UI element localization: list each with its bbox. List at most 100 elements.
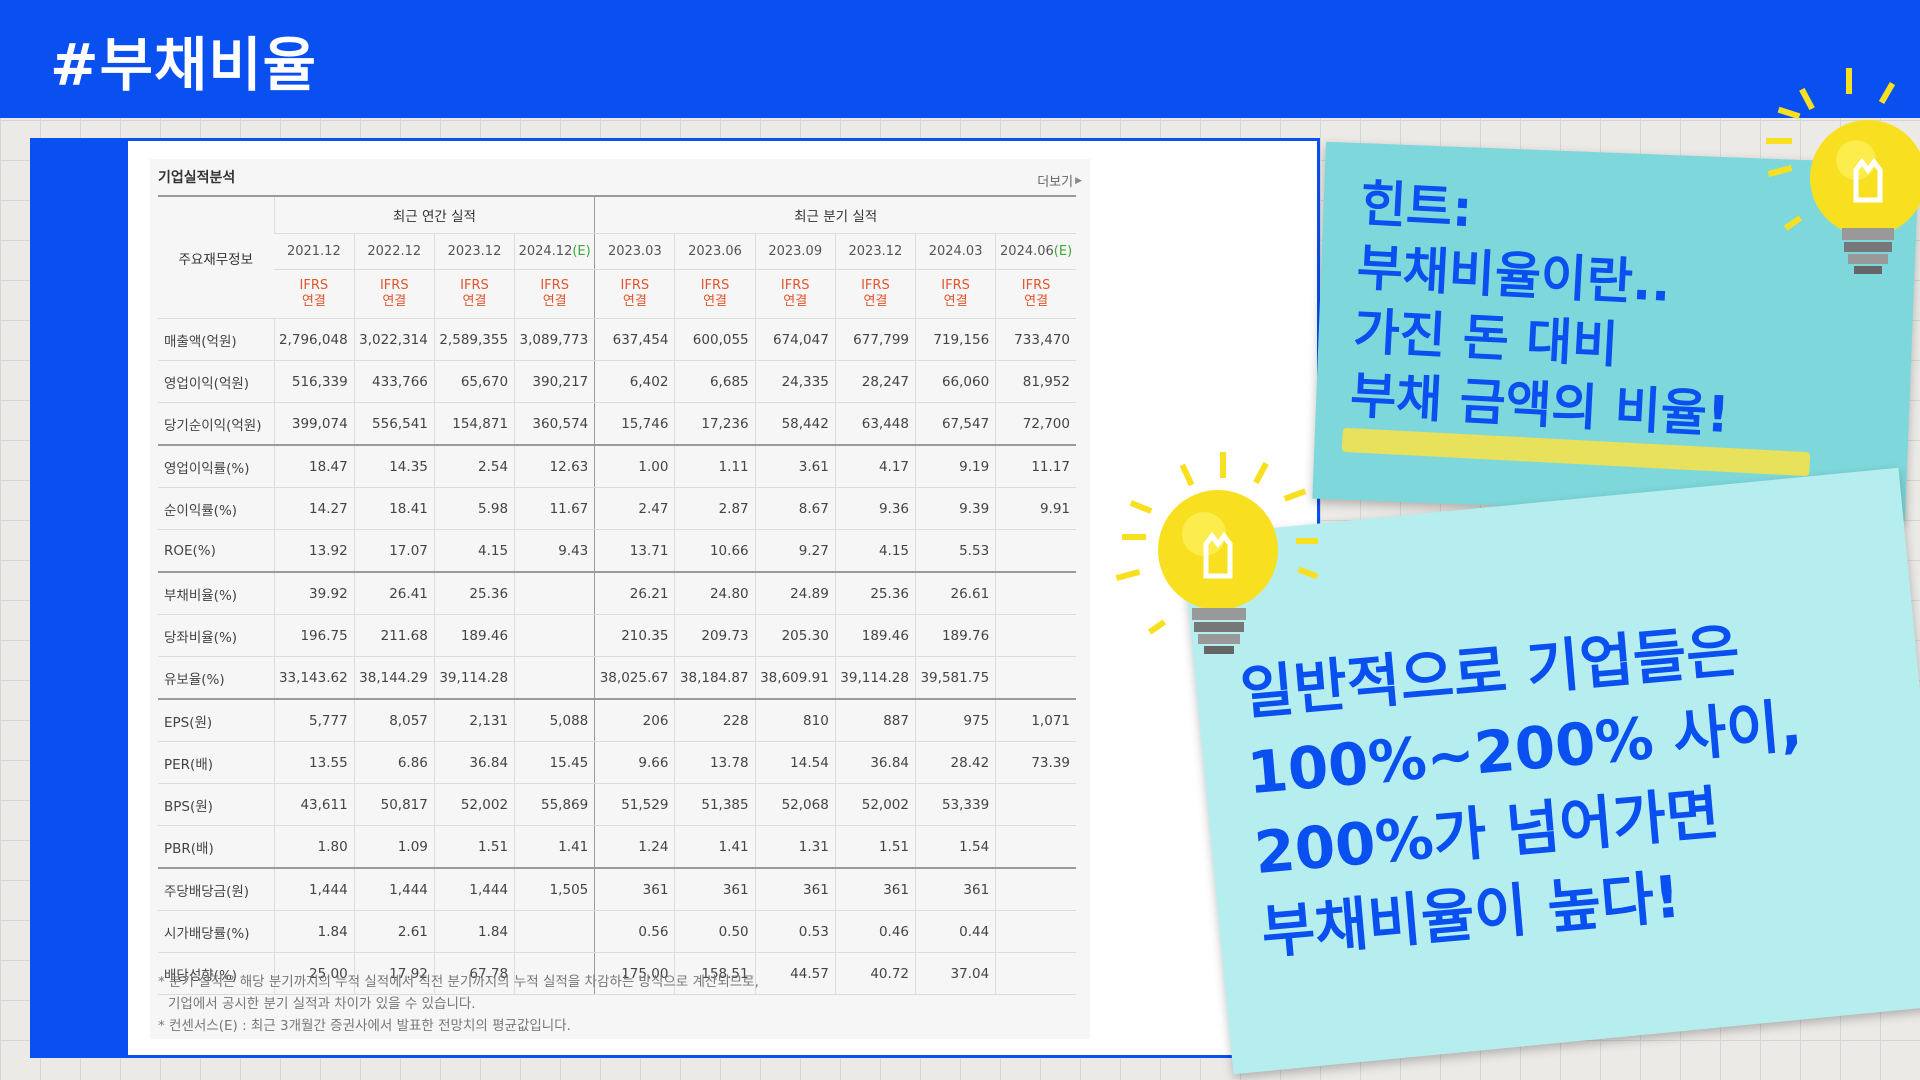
table-cell [995,783,1076,826]
table-row: PER(배) 13.55 6.86 36.84 15.45 9.66 13.78 14.54 3… [158,741,1076,784]
table-cell: 39.92 [273,571,355,615]
table-cell: 9.39 [914,487,996,530]
table-cell [995,529,1076,573]
table-cell: 390,217 [514,360,595,403]
accounting-line2: 연결 [301,294,326,309]
accounting-standard: IFRS 연결 [995,269,1076,319]
table-cell: 175.00 [594,952,675,995]
table-cell: 8.67 [754,487,836,530]
table-row: 배당성향(%) 25.00 17.92 67.78 175.00 158.51 44.57 4… [158,952,1076,995]
table-cell: 66,060 [914,360,996,403]
table-cell: 52,002 [834,783,916,826]
accounting-line2: 연결 [542,294,567,309]
table-cell: 28,247 [834,360,916,403]
table-cell: 38,144.29 [353,656,435,700]
period-header: 2023.06 [674,233,756,270]
table-cell: 3.61 [754,444,836,488]
row-label: 당좌비율(%) [158,614,274,657]
table-cell: 51,529 [594,783,675,826]
table-cell: 189.46 [433,614,515,657]
accounting-standard: IFRS 연결 [274,269,355,319]
main-message: 일반적으로 기업들은 100%~200% 사이, 200%가 넘어가면 부채비율… [1237,616,1805,967]
table-cell: 1.80 [273,825,355,869]
table-cell: 1.54 [914,825,996,869]
table-cell: 9.66 [594,741,675,784]
table-cell: 15,746 [594,402,675,446]
table-cell: 14.27 [273,487,355,530]
table-cell: 24,335 [754,360,836,403]
table-body: 매출액(억원) 2,796,048 3,022,314 2,589,355 3,089,… [158,318,1076,995]
table-cell: 25.00 [273,952,355,995]
chevron-right-icon: ▶ [1075,175,1082,186]
table-cell: 40.72 [834,952,916,995]
accounting-standard: IFRS 연결 [914,269,996,319]
estimate-mark: (E) [1053,244,1073,259]
estimate-mark: (E) [572,244,591,259]
table-cell: 73.39 [995,741,1076,784]
table-cell: 975 [914,698,996,742]
row-label: 부채비율(%) [158,571,274,615]
table-row: 매출액(억원) 2,796,048 3,022,314 2,589,355 3,089,… [158,318,1076,361]
table-cell: 189.76 [914,614,996,657]
table-cell: 38,184.87 [674,656,756,700]
table-cell: 210.35 [594,614,675,657]
table-cell: 361 [754,867,836,911]
accounting-header-row: IFRS 연결 IFRS 연결 IFRS 연결 IFRS 연결 IFRS 연결 IFRS 연결 IFRS… [158,269,1076,319]
accounting-line2: 연결 [783,294,808,309]
table-cell: 1.41 [514,825,595,869]
period-header: 2023.12 [433,233,515,270]
table-cell: 11.17 [995,444,1076,488]
row-label: 영업이익(억원) [158,360,274,403]
accounting-line1: IFRS [1021,278,1051,293]
table-cell: 1,071 [995,698,1076,742]
table-cell: 58,442 [754,402,836,446]
note-line: * 분기 실적은 해당 분기까지의 누적 실적에서 직전 분기까지의 누적 실적… [158,974,759,990]
table-cell: 38,609.91 [754,656,836,700]
table-cell: 52,068 [754,783,836,826]
table-cell: 67,547 [914,402,996,446]
table-cell: 67.78 [433,952,515,995]
period-header: 2024.12(E) [514,233,595,270]
table-cell: 2.87 [674,487,756,530]
row-label: 유보율(%) [158,656,274,700]
table-cell: 206 [594,698,675,742]
table-cell: 361 [674,867,756,911]
period-label: 2024.12 [518,244,573,259]
table-notes: * 분기 실적은 해당 분기까지의 누적 실적에서 직전 분기까지의 누적 실적… [158,971,759,1037]
screenshot-area: 기업실적분석 더보기 ▶ 주요재무정보 최근 연간 실적 최근 분기 실적 20… [128,141,1317,1055]
table-cell: 1.84 [273,910,355,953]
more-link[interactable]: 더보기 ▶ [1037,171,1082,190]
accounting-standard: IFRS 연결 [834,269,916,319]
table-cell: 12.63 [514,444,595,488]
table-cell: 39,114.28 [433,656,515,700]
accounting-line1: IFRS [460,278,489,293]
period-header: 2023.03 [594,233,675,270]
screenshot-frame: 기업실적분석 더보기 ▶ 주요재무정보 최근 연간 실적 최근 분기 실적 20… [30,138,1320,1058]
table-cell: 43,611 [273,783,355,826]
table-cell: 44.57 [754,952,836,995]
row-label: PBR(배) [158,825,274,869]
lightbulb-icon [1766,68,1920,274]
table-cell: 51,385 [674,783,756,826]
table-cell: 810 [754,698,836,742]
table-row: 당기순이익(억원) 399,074 556,541 154,871 360,574 15,… [158,402,1076,446]
period-header: 2023.12 [834,233,916,270]
period-header: 2024.03 [914,233,996,270]
table-cell: 1.09 [353,825,435,869]
table-cell: 1.41 [674,825,756,869]
table-cell: 18.47 [273,444,355,488]
table-cell: 6,402 [594,360,675,403]
table-cell: 81,952 [995,360,1076,403]
table-cell: 2.61 [353,910,435,953]
note-line: * 컨센서스(E) : 최근 3개월간 증권사에서 발표한 전망치의 평균값입니… [158,1018,571,1034]
table-cell: 399,074 [273,402,355,446]
table-cell [514,910,595,953]
table-cell: 28.42 [914,741,996,784]
row-label: 당기순이익(억원) [158,402,274,446]
table-cell: 677,799 [834,318,916,361]
table-cell: 433,766 [353,360,435,403]
note-line: 기업에서 공시한 분기 실적과 차이가 있을 수 있습니다. [168,996,476,1012]
table-cell: 3,089,773 [514,318,595,361]
table-cell: 1,505 [514,867,595,911]
accounting-line2: 연결 [462,294,487,309]
